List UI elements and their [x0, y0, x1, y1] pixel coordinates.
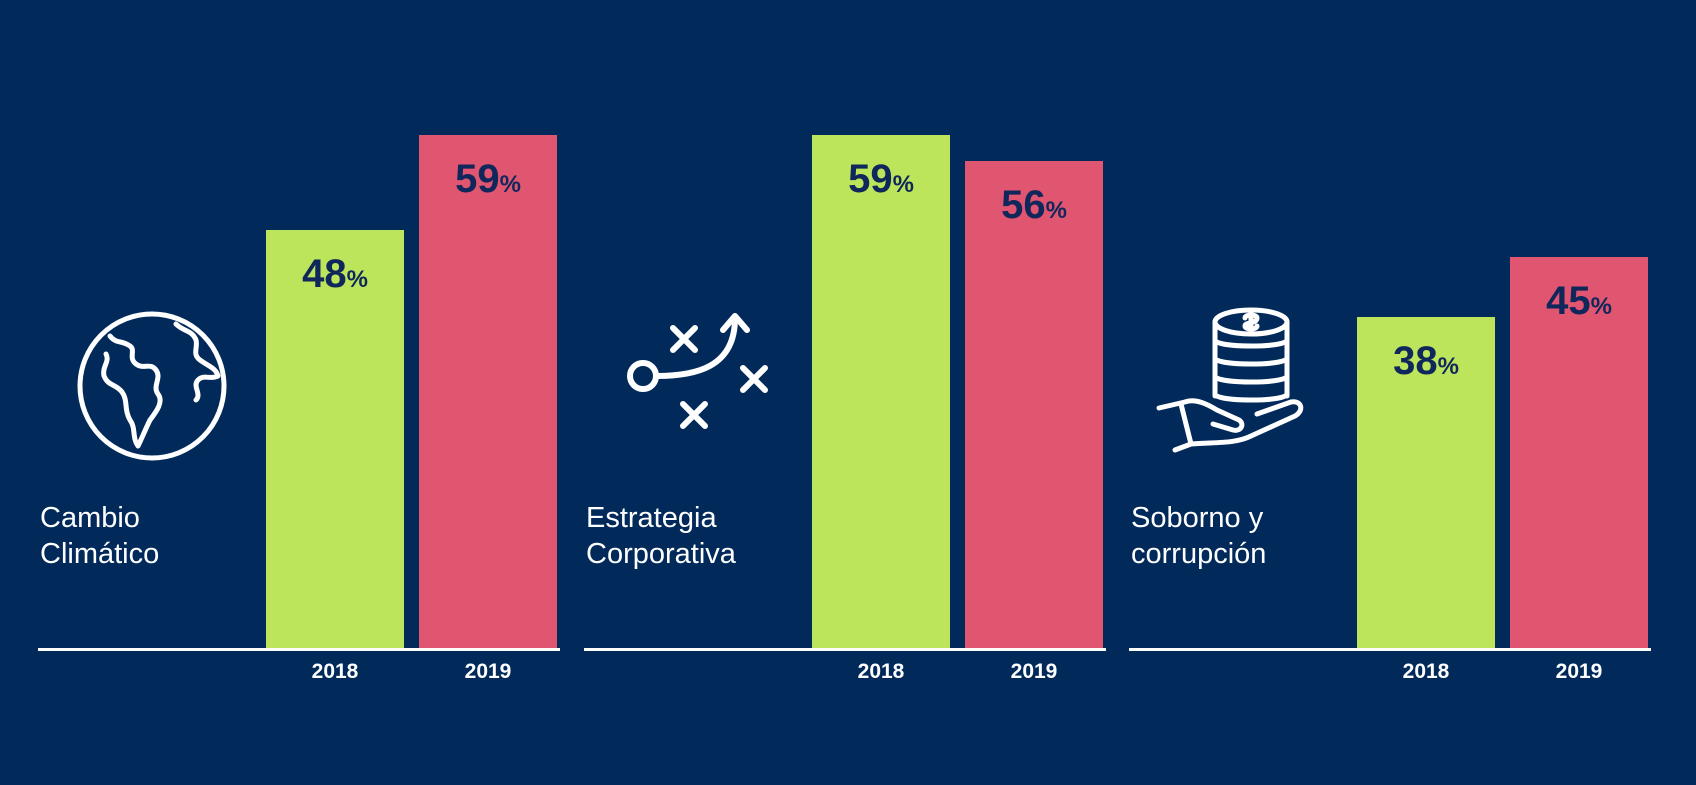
- bar-2019: 56%: [965, 160, 1103, 648]
- bar-2019: 45%: [1510, 256, 1648, 648]
- data-label-suffix: %: [346, 266, 368, 294]
- data-label: 56%: [965, 183, 1103, 233]
- panel-label-line: Cambio: [40, 502, 140, 534]
- globe-icon: [76, 310, 228, 462]
- panel-label: Cambio Climático: [40, 500, 260, 572]
- data-label: 48%: [266, 252, 404, 302]
- data-label-number: 48: [302, 252, 347, 297]
- panel-label-line: Soborno y: [1131, 502, 1264, 534]
- data-label-number: 45: [1546, 278, 1591, 323]
- data-label-suffix: %: [892, 170, 914, 198]
- baseline: [38, 648, 560, 651]
- tick-label: 2019: [1555, 660, 1603, 683]
- hand-coins-icon: [1155, 304, 1315, 464]
- data-label-suffix: %: [1437, 353, 1459, 381]
- bar-2019: 59%: [419, 134, 557, 648]
- baseline: [584, 648, 1106, 651]
- data-label-number: 59: [848, 156, 893, 201]
- panel-label: Estrategia Corporativa: [586, 500, 806, 572]
- chart-panel: Soborno y corrupción 38% 2018 45% 2019: [1129, 0, 1651, 785]
- panel-label-line: Climático: [40, 538, 160, 570]
- panel-label-line: Corporativa: [586, 538, 736, 570]
- bar-2018: 48%: [266, 230, 404, 648]
- tick-label: 2018: [857, 660, 905, 683]
- tick-label: 2018: [311, 660, 359, 683]
- data-label-suffix: %: [1590, 292, 1612, 320]
- data-label: 45%: [1510, 279, 1648, 329]
- baseline: [1129, 648, 1651, 651]
- tick-label: 2018: [1402, 660, 1450, 683]
- panel-label: Soborno y corrupción: [1131, 500, 1351, 572]
- data-label-number: 38: [1393, 339, 1438, 384]
- data-label: 59%: [812, 157, 950, 207]
- data-label: 59%: [419, 157, 557, 207]
- data-label-number: 56: [1001, 182, 1046, 227]
- bar-2018: 38%: [1357, 317, 1495, 648]
- chart-panel: Cambio Climático 48% 2018 59% 2019: [38, 0, 560, 785]
- tick-label: 2019: [1010, 660, 1058, 683]
- panel-label-line: corrupción: [1131, 538, 1267, 570]
- data-label: 38%: [1357, 339, 1495, 389]
- bar-2018: 59%: [812, 134, 950, 648]
- chart-panel: Estrategia Corporativa 59% 2018 56% 2019: [584, 0, 1106, 785]
- data-label-suffix: %: [1045, 196, 1067, 224]
- panel-label-line: Estrategia: [586, 502, 717, 534]
- data-label-number: 59: [455, 156, 500, 201]
- strategy-play-icon: [625, 306, 777, 436]
- data-label-suffix: %: [499, 170, 521, 198]
- tick-label: 2019: [464, 660, 512, 683]
